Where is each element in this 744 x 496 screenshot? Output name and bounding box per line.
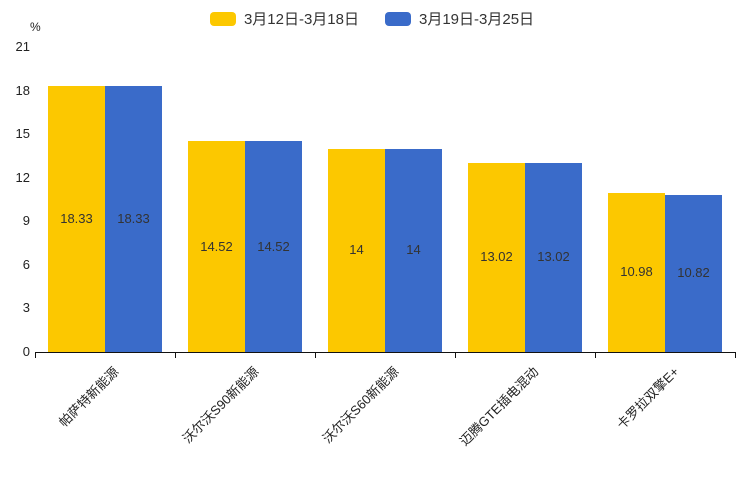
y-axis-tick-label: 6 (22, 256, 30, 272)
x-axis-tick (455, 352, 456, 358)
x-axis-tick (735, 352, 736, 358)
x-axis-category-label: 卡罗拉双擎E+ (613, 364, 682, 433)
x-axis-tick (315, 352, 316, 358)
bar-week1-cat1[interactable] (48, 85, 105, 352)
x-axis-category-label: 沃尔沃S60新能源 (319, 364, 402, 447)
bar-week1-cat3[interactable] (328, 148, 385, 352)
legend-swatch-week1-icon (209, 11, 236, 26)
chart-legend: 3月12日-3月18日 3月19日-3月25日 (0, 8, 744, 29)
legend-label-week1: 3月12日-3月18日 (243, 11, 359, 28)
y-axis-tick-label: 9 (22, 213, 30, 229)
x-axis-category-label: 沃尔沃S90新能源 (179, 364, 262, 447)
bar-week1-cat2[interactable] (188, 141, 245, 352)
x-axis-tick (595, 352, 596, 358)
x-axis-category-label: 迈腾GTE插电混动 (456, 364, 542, 449)
x-axis-tick (175, 352, 176, 358)
x-axis-line (35, 352, 736, 353)
bar-week1-cat4[interactable] (468, 162, 525, 352)
legend-item-week2[interactable]: 3月19日-3月25日 (385, 8, 534, 29)
y-axis-tick-label: 21 (15, 39, 30, 54)
y-axis-tick-label: 0 (22, 344, 30, 359)
y-axis-tick-label: 18 (15, 82, 30, 98)
x-axis-tick (35, 352, 36, 358)
bar-week2-cat2[interactable] (245, 141, 302, 352)
bar-week2-cat4[interactable] (525, 162, 582, 352)
legend-label-week2: 3月19日-3月25日 (419, 11, 535, 28)
x-axis-category-label: 帕萨特新能源 (55, 364, 122, 430)
y-axis-tick-label: 15 (15, 126, 30, 142)
bar-week2-cat5[interactable] (665, 194, 722, 352)
bar-week2-cat1[interactable] (105, 85, 162, 352)
bar-week2-cat3[interactable] (385, 148, 442, 352)
y-axis-tick-label: 12 (15, 169, 30, 185)
legend-item-week1[interactable]: 3月12日-3月18日 (209, 8, 359, 29)
y-axis-tick-label: 3 (22, 300, 30, 316)
y-axis-unit-label: % (30, 20, 41, 34)
legend-swatch-week2-icon (385, 11, 411, 26)
bar-week1-cat5[interactable] (608, 192, 665, 352)
